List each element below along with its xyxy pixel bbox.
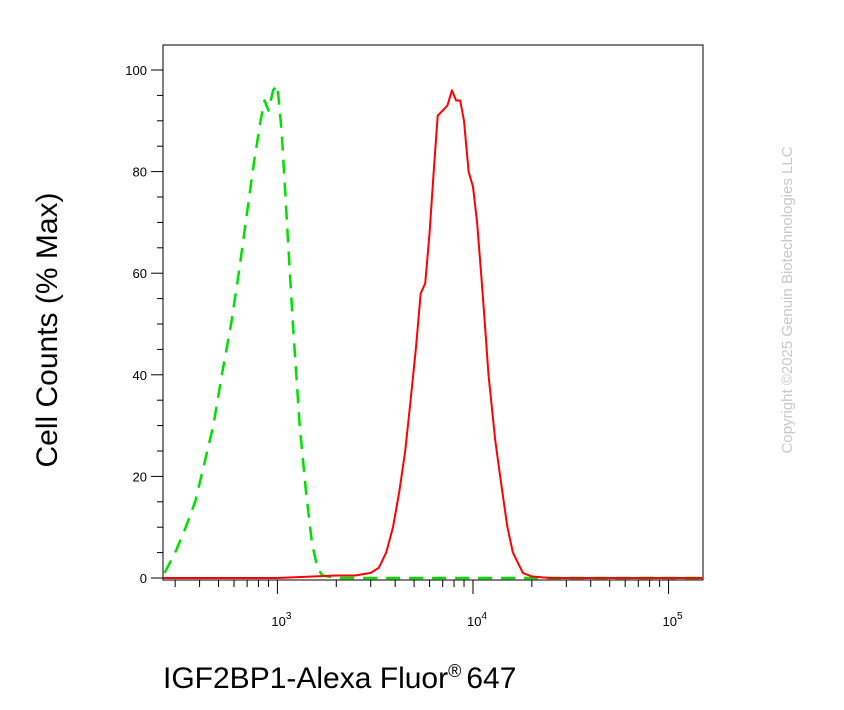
y-tick-label: 60 bbox=[133, 266, 147, 281]
x-axis-label-mark: ® bbox=[448, 661, 461, 681]
plot-frame bbox=[162, 44, 704, 581]
y-tick-label: 0 bbox=[140, 571, 147, 586]
x-axis-ticks: 103 104 105 bbox=[174, 580, 683, 629]
x-axis-label: IGF2BP1-Alexa Fluor® 647 bbox=[163, 661, 516, 695]
data-series bbox=[163, 83, 703, 580]
x-axis-label-main: IGF2BP1-Alexa Fluor bbox=[163, 662, 448, 695]
x-tick-label: 104 bbox=[467, 611, 487, 629]
copyright-watermark: Copyright ©2025 Genuin Biotechnologies L… bbox=[779, 146, 796, 453]
x-axis-label-suffix: 647 bbox=[466, 662, 516, 695]
y-axis-ticks: 0 20 40 60 80 100 bbox=[125, 63, 163, 586]
y-tick-label: 20 bbox=[133, 469, 147, 484]
x-tick-label: 103 bbox=[271, 611, 291, 629]
y-tick-label: 80 bbox=[133, 165, 147, 180]
series-line-2 bbox=[163, 89, 703, 579]
y-tick-label: 100 bbox=[125, 63, 147, 78]
y-tick-label: 40 bbox=[133, 368, 147, 383]
series-line-1 bbox=[163, 83, 703, 580]
y-axis-label: Cell Counts (% Max) bbox=[31, 192, 64, 467]
x-tick-label: 105 bbox=[663, 611, 683, 629]
